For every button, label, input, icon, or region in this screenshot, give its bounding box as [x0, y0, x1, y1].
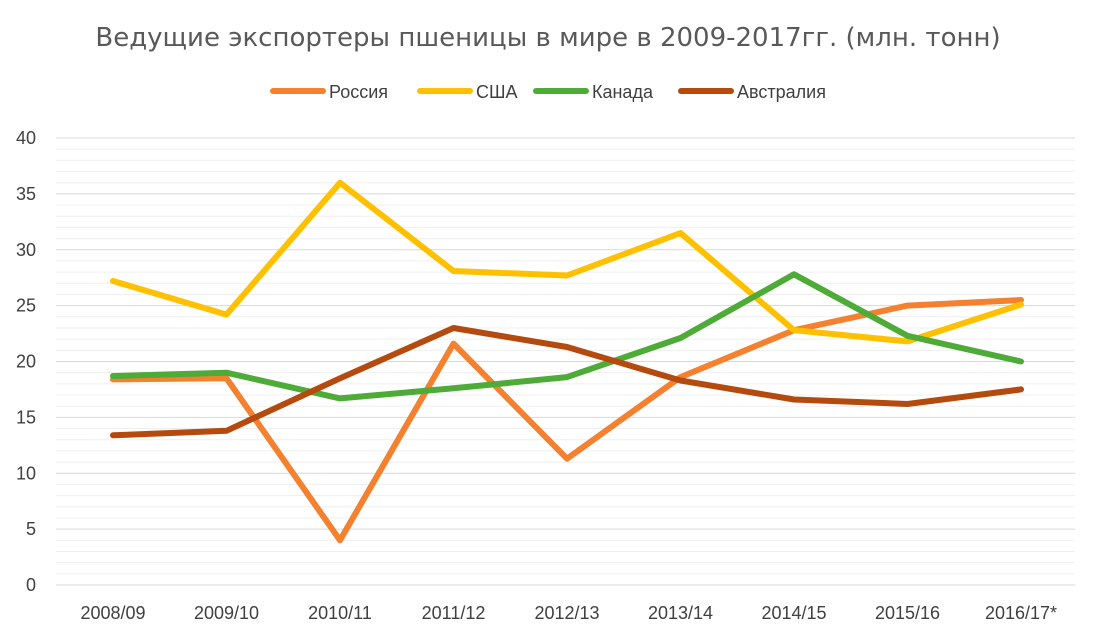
- legend: Россия США Канада Австралия: [270, 82, 826, 102]
- legend-label: Россия: [329, 82, 388, 102]
- y-tick-label: 40: [16, 128, 36, 148]
- x-tick-label: 2010/11: [308, 603, 372, 623]
- legend-label: США: [476, 82, 518, 102]
- x-tick-label: 2012/13: [534, 603, 599, 623]
- x-tick-label: 2009/10: [194, 603, 259, 623]
- gridlines: [56, 137, 1075, 586]
- x-tick-label: 2013/14: [648, 603, 713, 623]
- chart-title: Ведущие экспортеры пшеницы в мире в 2009…: [95, 23, 1000, 53]
- y-tick-label: 25: [16, 296, 36, 316]
- y-tick-label: 15: [16, 407, 36, 427]
- series-group: [110, 179, 1024, 544]
- series-line-4: [110, 325, 1024, 439]
- x-tick-label: 2014/15: [761, 603, 826, 623]
- y-tick-label: 10: [16, 463, 36, 483]
- y-axis: 0 5 10 15 20 25 30 35 40: [16, 128, 36, 595]
- series-line-2: [110, 179, 1024, 345]
- y-tick-label: 20: [16, 352, 36, 372]
- y-tick-label: 5: [26, 519, 36, 539]
- x-tick-label: 2015/16: [875, 603, 940, 623]
- y-tick-label: 0: [26, 575, 36, 595]
- x-tick-label: 2008/09: [80, 603, 145, 623]
- legend-label: Канада: [592, 82, 654, 102]
- x-tick-label: 2011/12: [422, 603, 486, 623]
- x-axis: 2008/09 2009/10 2010/11 2011/12 2012/13 2013/…: [80, 603, 1057, 623]
- y-tick-label: 30: [16, 240, 36, 260]
- y-tick-label: 35: [16, 184, 36, 204]
- x-tick-label: 2016/17*: [985, 603, 1057, 623]
- legend-label: Австралия: [737, 82, 826, 102]
